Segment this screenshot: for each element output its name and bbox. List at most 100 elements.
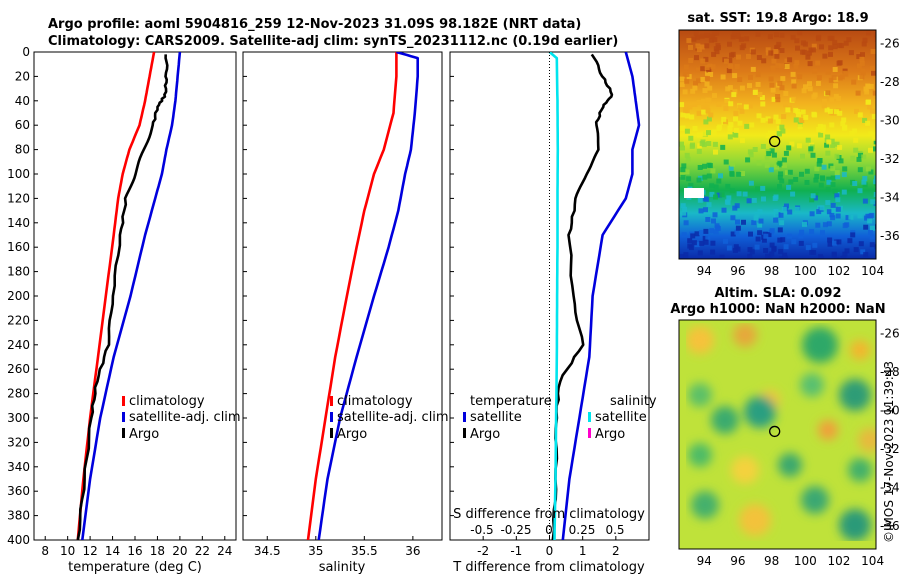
sst-pixel <box>696 99 702 105</box>
sst-pixel <box>707 63 713 69</box>
sst-pixel <box>721 207 727 213</box>
legend-label: Argo <box>470 427 500 442</box>
sst-pixel <box>683 104 689 110</box>
sst-pixel <box>685 156 691 162</box>
sst-pixel <box>698 208 704 214</box>
sst-pixel <box>712 141 718 147</box>
sst-pixel <box>743 104 749 110</box>
x-tick-label: 18 <box>150 544 165 558</box>
sst-pixel <box>800 153 805 159</box>
sst-pixel <box>794 38 800 44</box>
sst-pixel <box>832 240 837 246</box>
sst-pixel <box>842 166 848 172</box>
sst-pixel <box>802 221 807 227</box>
sst-pixel <box>705 97 711 103</box>
sst-pixel <box>755 72 761 78</box>
sst-pixel <box>724 199 730 205</box>
sst-pixel <box>775 94 781 99</box>
depth-tick-labels: 0 20 40 60 80 100 120 140 160 180 200 220 240 260 280 3… <box>7 45 454 547</box>
sst-pixel <box>747 103 753 109</box>
sst-pixel <box>726 68 732 74</box>
sst-pixel <box>873 139 876 145</box>
sst-pixel <box>803 84 808 90</box>
sst-pixel <box>794 60 800 66</box>
sst-pixel <box>702 88 708 94</box>
sst-pixel <box>730 231 736 237</box>
sst-pixel <box>862 117 868 123</box>
s-tick: 0 <box>545 523 553 537</box>
salinity-lines <box>306 52 420 540</box>
sst-pixel <box>837 60 843 66</box>
sst-pixel <box>744 36 750 42</box>
sst-pixel <box>860 52 865 58</box>
depth-tick-label: 160 <box>7 240 30 254</box>
sst-pixel <box>774 32 779 38</box>
sst-pixel <box>741 219 746 225</box>
sst-pixel <box>727 41 732 47</box>
sst-pixel <box>702 174 708 180</box>
sst-pixel <box>861 154 867 160</box>
sla-anomaly-blob <box>691 491 719 519</box>
sst-pixel <box>760 144 766 149</box>
sst-pixel <box>704 81 710 87</box>
depth-tick-label: 200 <box>7 289 30 303</box>
sst-pixel <box>855 90 861 96</box>
map-lat-tick: -34 <box>880 190 900 204</box>
sst-pixel <box>686 38 692 44</box>
sst-pixel <box>821 98 827 104</box>
x-tick-label: -2 <box>477 544 489 558</box>
sst-pixel <box>680 167 686 173</box>
sst-pixel <box>711 218 716 224</box>
sst-pixel <box>847 238 853 244</box>
sst-pixel <box>747 83 752 89</box>
sst-pixel <box>818 182 824 188</box>
sst-pixel <box>861 179 867 185</box>
sst-pixel <box>742 191 748 197</box>
sst-pixel <box>828 45 834 51</box>
sst-pixel <box>862 182 868 188</box>
sst-pixel <box>703 207 708 213</box>
x-tick-label: 2 <box>612 544 620 558</box>
sst-pixel <box>696 110 702 116</box>
sst-pixel <box>732 248 738 253</box>
sst-pixel <box>789 141 795 147</box>
sst-pixel <box>842 125 847 131</box>
sst-pixel <box>871 114 876 120</box>
sst-pixel <box>763 233 769 239</box>
sst-pixel <box>732 89 738 95</box>
sst-pixel <box>868 131 874 137</box>
sst-pixel <box>807 81 812 87</box>
x-tick-label: 24 <box>217 544 232 558</box>
sst-pixel <box>756 113 762 119</box>
sst-pixel <box>704 32 710 38</box>
sst-pixel <box>832 188 838 194</box>
sst-pixel <box>809 197 815 203</box>
sst-pixel <box>704 43 710 49</box>
s-tick: -0.5 <box>470 523 493 537</box>
sst-pixel <box>841 117 847 123</box>
sst-pixel <box>868 169 874 175</box>
sst-pixel <box>791 79 797 85</box>
sst-pixel <box>812 68 818 74</box>
sst-pixel <box>827 108 833 114</box>
sst-pixel <box>728 101 734 107</box>
sst-pixel <box>740 171 745 176</box>
legend-label: Argo <box>337 427 367 442</box>
x-tick-label: 8 <box>41 544 49 558</box>
map-lat-tick: -28 <box>880 365 900 379</box>
sst-pixel <box>825 200 831 206</box>
sst-pixel <box>790 34 796 40</box>
depth-tick-label: 120 <box>7 191 30 205</box>
sst-pixel <box>687 243 693 249</box>
sla-map-title: Altim. SLA: 0.092 <box>715 286 842 301</box>
sst-pixel <box>734 30 740 35</box>
depth-tick-label: 0 <box>22 45 30 59</box>
sst-pixel <box>736 191 742 197</box>
sst-pixel <box>732 73 738 79</box>
sst-pixel <box>707 85 713 91</box>
sst-pixel <box>730 161 736 167</box>
temperature-xlabel: temperature (deg C) <box>68 560 202 575</box>
sst-pixel <box>841 255 847 259</box>
sst-pixel <box>719 254 725 259</box>
